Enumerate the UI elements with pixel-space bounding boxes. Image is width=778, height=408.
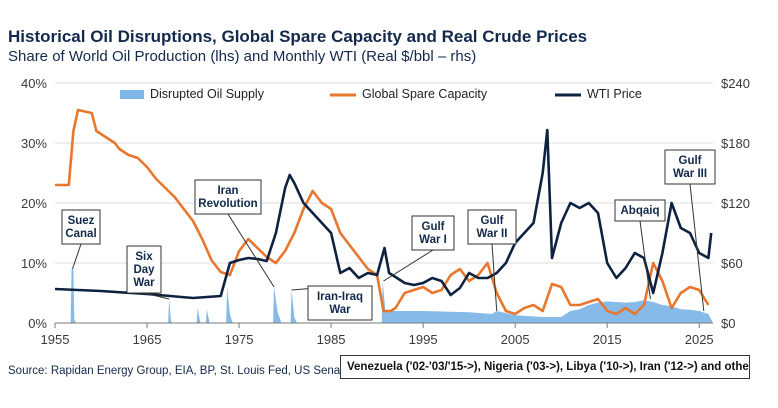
x-tick-label: 1965 bbox=[133, 332, 162, 347]
y-left-tick-label: 0% bbox=[28, 316, 47, 331]
annotation-box bbox=[614, 199, 666, 222]
y-right-tick-label: $0 bbox=[721, 316, 735, 331]
annotation-label: War bbox=[133, 277, 155, 289]
source-note: Source: Rapidan Energy Group, EIA, BP, S… bbox=[8, 365, 350, 377]
annotation-label: War bbox=[329, 304, 351, 316]
annotation-pointer bbox=[491, 243, 498, 312]
annotation-box bbox=[411, 215, 455, 251]
annotation-label: Iran-Iraq bbox=[317, 291, 363, 303]
y-right-tick-label: $60 bbox=[721, 256, 743, 271]
y-left-tick-label: 20% bbox=[21, 196, 47, 211]
x-tick-label: 1995 bbox=[409, 332, 438, 347]
annotation-label: War II bbox=[477, 228, 508, 240]
annotation-label: War III bbox=[673, 168, 707, 180]
x-tick-label: 1985 bbox=[317, 332, 346, 347]
y-right-tick-label: $180 bbox=[721, 136, 750, 151]
axes-layer: 0% 10% 20% 30% 40% $0 $60 $120 $180 $240 1955 1965 1… bbox=[21, 76, 750, 347]
annotation-pointer bbox=[383, 249, 434, 282]
annotation-label: Abqaiq bbox=[621, 205, 660, 217]
y-right-tick-label: $240 bbox=[721, 76, 750, 91]
annotation-label: Gulf bbox=[679, 155, 702, 167]
annotation-box bbox=[61, 209, 101, 245]
grid-lines bbox=[55, 82, 713, 264]
annotation-label: Gulf bbox=[481, 215, 504, 227]
annotation-box bbox=[467, 209, 517, 245]
x-tick-label: 1975 bbox=[225, 332, 254, 347]
annotation-label: Iran bbox=[217, 185, 238, 197]
annotations-layer: SuezCanalSixDayWarIranRevolutionIran-Ira… bbox=[61, 149, 716, 321]
annotation-box bbox=[307, 285, 373, 321]
disruptions-note-box: Venezuela ('02-'03/'15->), Nigeria ('03-… bbox=[340, 355, 750, 379]
annotation-label: Revolution bbox=[198, 198, 257, 210]
legend-swatch-disrupted bbox=[120, 90, 144, 99]
y-left-tick-label: 10% bbox=[21, 256, 47, 271]
annotation-label: Suez bbox=[68, 215, 95, 227]
annotation-label: Gulf bbox=[422, 221, 445, 233]
legend-label-disrupted: Disrupted Oil Supply bbox=[150, 87, 265, 101]
disrupted-supply-layer bbox=[55, 269, 713, 323]
annotation-pointer bbox=[72, 243, 82, 270]
annotation-label: Day bbox=[133, 264, 155, 276]
y-left-tick-label: 30% bbox=[21, 136, 47, 151]
spare-capacity-line bbox=[55, 108, 710, 316]
y-right-tick-label: $120 bbox=[721, 196, 750, 211]
annotation-box bbox=[664, 149, 716, 185]
legend-label-spare: Global Spare Capacity bbox=[362, 87, 488, 101]
annotation-pointer bbox=[689, 183, 705, 312]
annotation-label: War I bbox=[419, 234, 447, 246]
annotation-pointer bbox=[227, 213, 275, 288]
legend-label-wti: WTI Price bbox=[587, 87, 642, 101]
y-left-tick-label: 40% bbox=[21, 76, 47, 91]
annotation-box bbox=[194, 179, 262, 215]
annotation-label: Six bbox=[135, 251, 153, 263]
x-tick-label: 1955 bbox=[41, 332, 70, 347]
disrupted-oil-supply-area bbox=[55, 269, 713, 323]
wti-price-line bbox=[54, 128, 713, 300]
chart-title: Historical Oil Disruptions, Global Spare… bbox=[8, 27, 588, 46]
x-tick-label: 2005 bbox=[501, 332, 530, 347]
annotation-pointer bbox=[639, 220, 651, 300]
x-tick-label: 2025 bbox=[685, 332, 714, 347]
annotation-pointer bbox=[143, 292, 170, 300]
chart-subtitle: Share of World Oil Production (lhs) and … bbox=[8, 48, 477, 65]
annotation-box bbox=[126, 245, 162, 294]
legend: Disrupted Oil Supply Global Spare Capacit… bbox=[120, 87, 642, 101]
x-tick-label: 2015 bbox=[593, 332, 622, 347]
annotation-label: Canal bbox=[65, 228, 96, 240]
series-lines-layer bbox=[54, 108, 713, 316]
